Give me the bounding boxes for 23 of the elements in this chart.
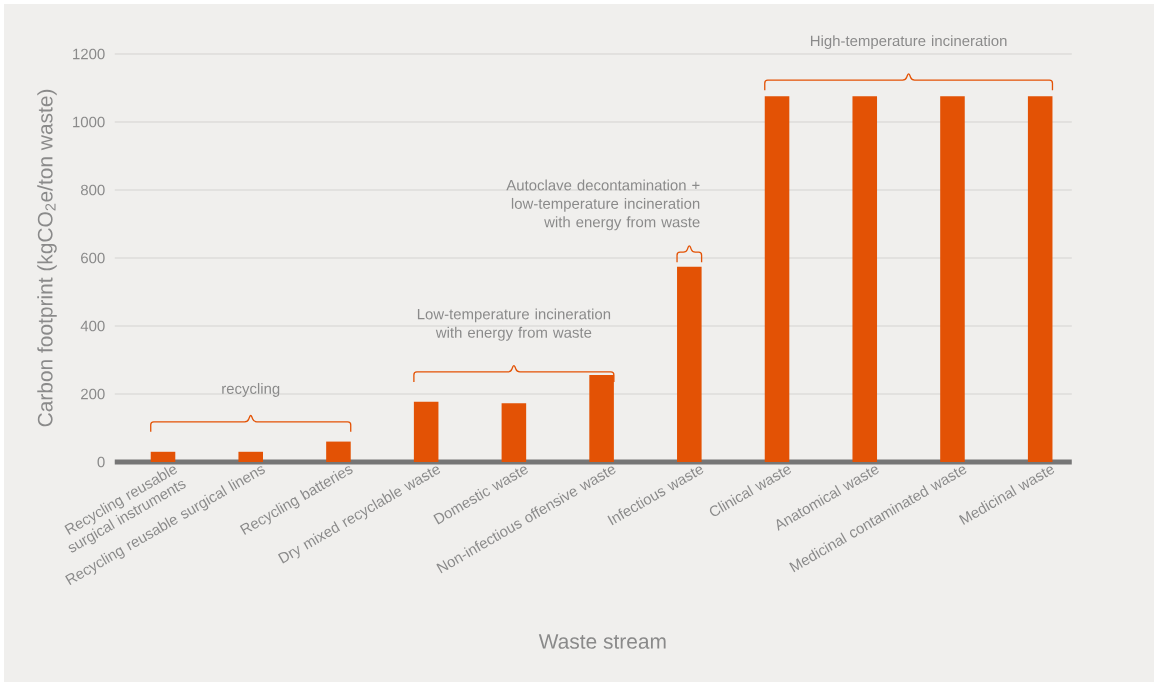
bar [238,451,264,462]
bar [150,451,176,462]
y-tick-label: 400 [80,320,105,332]
bar [1027,96,1053,462]
y-tick-label: 1000 [73,116,105,128]
bar [501,403,527,462]
bar [413,401,439,462]
annotation: Autoclave decontamination + low-temperature incineration with energy from waste [506,179,700,231]
bar [677,266,702,462]
bar [940,96,965,462]
text: High-temperature incineration [810,35,1007,50]
y-tick-label: 200 [81,388,105,400]
bar [852,96,878,462]
y-tick-label: 800 [80,184,105,196]
annotation: recycling [222,382,280,397]
y-tick-label: 600 [81,252,105,264]
y-tick-label: 0 [97,456,105,468]
y-axis-title: Carbon footprint (kgCO$_{2}$e/ton waste) [37,89,57,427]
bar [764,96,790,462]
y-tick-label: 1200 [73,48,105,60]
x-axis-title: Waste stream [538,634,666,649]
annotation: Low-temperature incineration with energy from waste [417,308,611,341]
bar [326,441,351,462]
